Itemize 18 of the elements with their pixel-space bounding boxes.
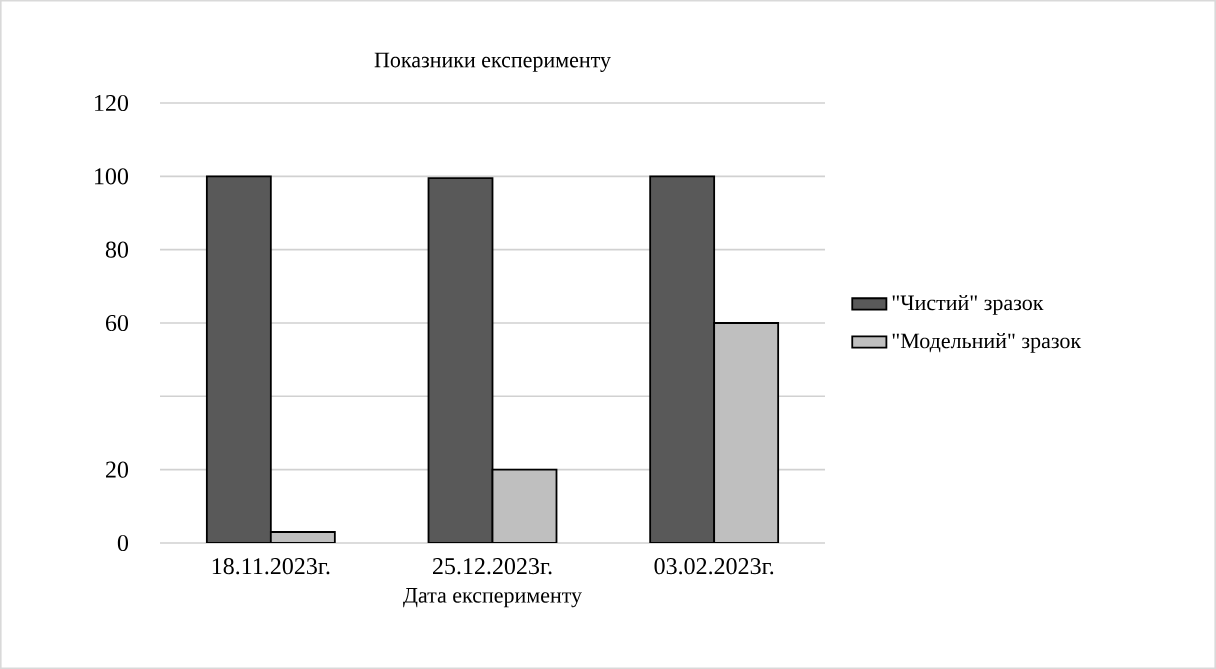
x-axis-title: Дата експерименту bbox=[403, 588, 582, 608]
bar bbox=[205, 175, 272, 543]
legend-label: "Модельний" зразок bbox=[892, 332, 1082, 353]
x-tick-label: 25.12.2023г. bbox=[433, 558, 552, 575]
y-tick-label: 80 bbox=[105, 241, 129, 258]
legend-label: "Чистий" зразок bbox=[892, 294, 1044, 315]
bar bbox=[713, 322, 780, 543]
y-tick-label: 20 bbox=[106, 461, 129, 478]
y-tick-label: 120 bbox=[95, 94, 129, 112]
chart-title: Показники експерименту bbox=[374, 52, 611, 72]
y-tick-label: 100 bbox=[95, 168, 129, 185]
y-tick-label: 0 bbox=[117, 534, 129, 552]
y-tick-label: 60 bbox=[105, 314, 129, 332]
bar bbox=[427, 177, 494, 543]
x-tick-label: 18.11.2023г. bbox=[212, 558, 330, 575]
bar bbox=[491, 468, 558, 543]
bar bbox=[649, 175, 716, 543]
x-tick-label: 03.02.2023г. bbox=[654, 558, 774, 575]
